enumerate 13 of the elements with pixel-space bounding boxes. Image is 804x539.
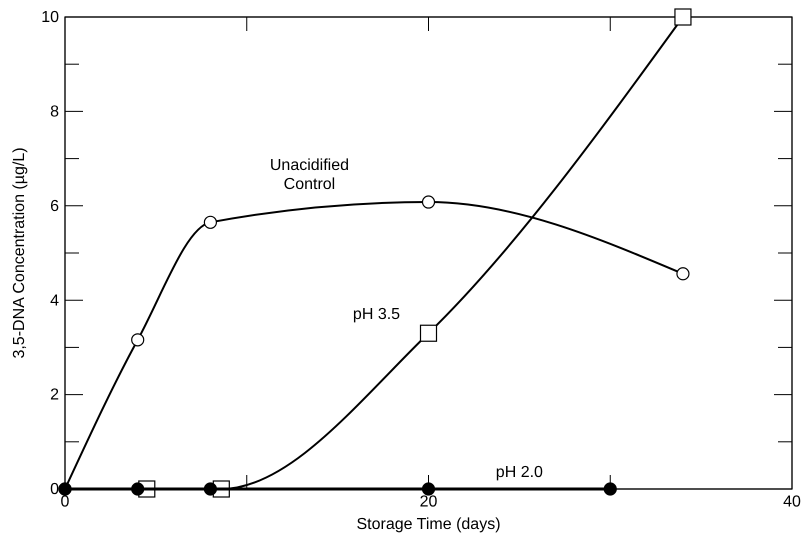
x-axis-title: Storage Time (days): [356, 516, 501, 533]
series-label: pH 3.5: [352, 306, 400, 324]
x-tick-label: 40: [783, 493, 801, 510]
y-tick-label: 6: [50, 198, 60, 215]
y-tick-label: 10: [41, 9, 60, 26]
y-tick-label: 0: [50, 481, 60, 498]
series-label: pH 2.0: [496, 464, 544, 481]
x-tick-label: 20: [420, 493, 438, 510]
y-tick-label: 8: [50, 104, 60, 121]
y-tick-label: 2: [50, 386, 60, 404]
y-tick-label: 4: [50, 292, 60, 310]
series-label: Unacidified Control: [270, 157, 350, 194]
y-axis-title: 3,5-DNA Concentration (µg/L): [11, 147, 28, 359]
